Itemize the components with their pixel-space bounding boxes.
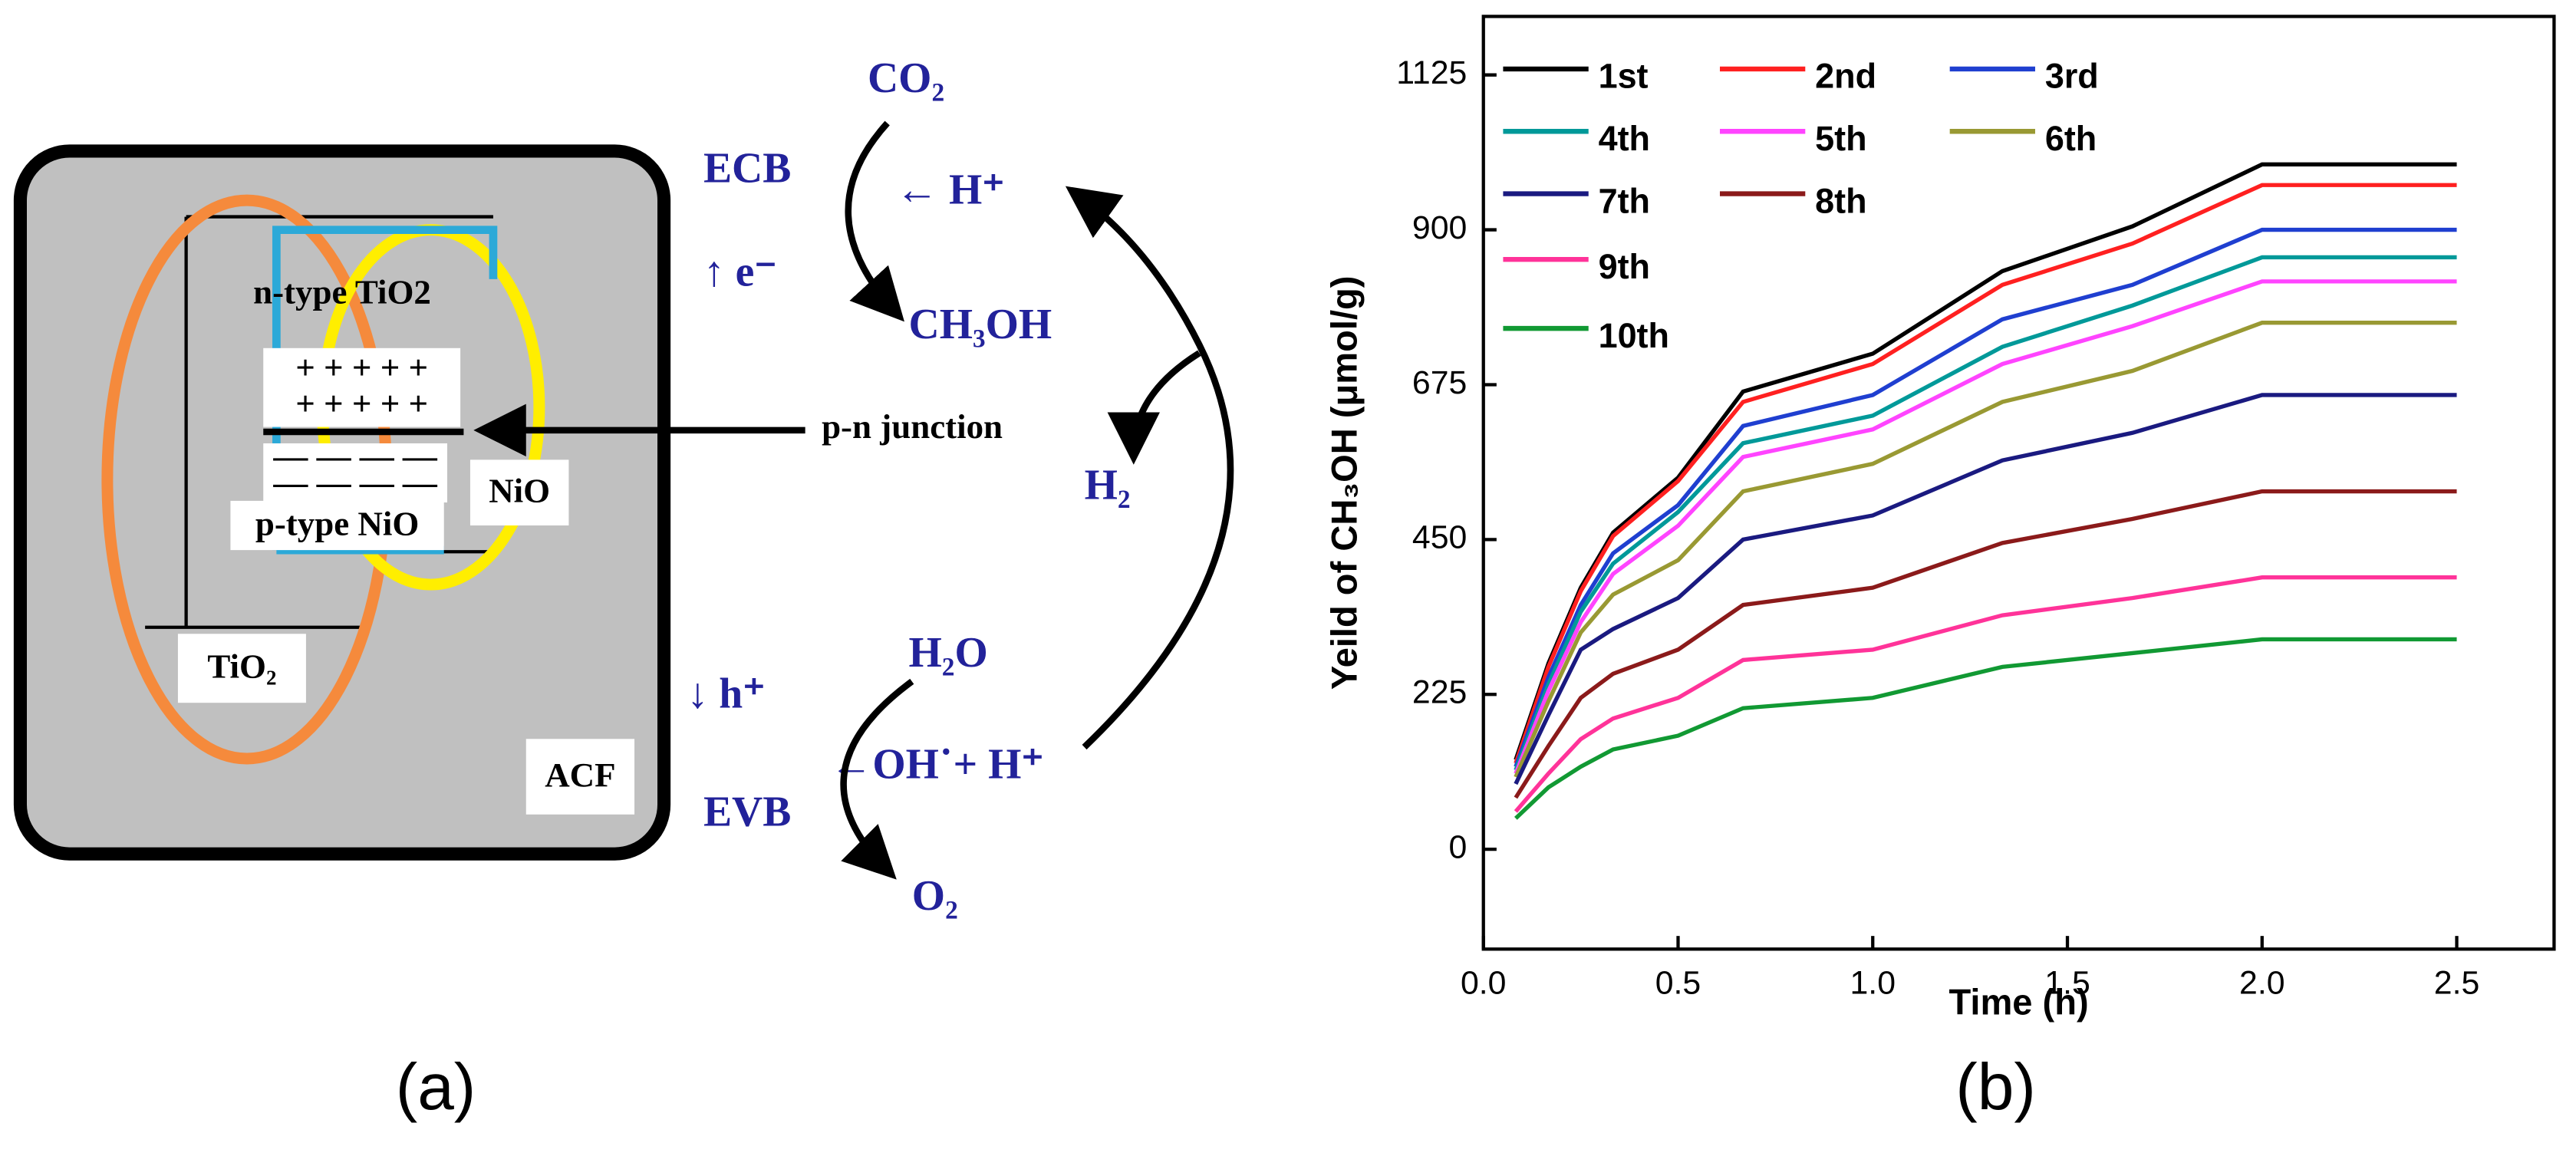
arrow bbox=[845, 120, 904, 322]
panel-label: (b) bbox=[1955, 1050, 2036, 1124]
label-box bbox=[263, 347, 461, 427]
label: EVB bbox=[703, 789, 791, 836]
series-line bbox=[1514, 321, 2457, 779]
plot-frame bbox=[1481, 15, 2556, 951]
label: H₂ bbox=[1085, 462, 1131, 509]
diagram: n-type TiO2 + + + + + + + + + + — — — — … bbox=[13, 54, 1234, 920]
label: p-type NiO bbox=[255, 504, 419, 542]
label: ← H⁺ bbox=[895, 166, 1004, 213]
label-box bbox=[230, 500, 444, 551]
label: TiO₂ bbox=[207, 647, 276, 686]
label: ←OH˙+ H⁺ bbox=[830, 741, 1044, 789]
chart: 0 225 450 675 900 1125 0.0 0.5 1.0 1.5 2.0 2.5 Time … bbox=[1324, 15, 2556, 1022]
panel-label: (a) bbox=[396, 1050, 476, 1124]
label-box bbox=[525, 739, 635, 815]
legend-label: 4th bbox=[1599, 119, 1650, 158]
legend-label: 9th bbox=[1599, 247, 1650, 286]
x-tick-label: 0.5 bbox=[1655, 965, 1701, 1002]
legend-label: 1st bbox=[1599, 57, 1649, 96]
label: CH₃OH bbox=[909, 301, 1052, 348]
label: ACF bbox=[545, 756, 615, 794]
arrow bbox=[1065, 186, 1234, 750]
label-box bbox=[263, 443, 447, 503]
series-line bbox=[1514, 227, 2457, 768]
arrow bbox=[1107, 350, 1201, 465]
x-axis-title: Time (h) bbox=[1948, 981, 2088, 1022]
x-tick-label: 1.0 bbox=[1850, 965, 1896, 1002]
label: + + + + + bbox=[295, 348, 428, 387]
label: ↓ h⁺ bbox=[687, 670, 766, 718]
x-tick-label: 2.5 bbox=[2434, 965, 2480, 1002]
y-axis-title: Yeild of CH₃OH (μmol/g) bbox=[1324, 276, 1365, 690]
label-box bbox=[177, 634, 306, 703]
label: ECB bbox=[703, 145, 791, 193]
label: ↑ e⁻ bbox=[703, 248, 777, 295]
y-tick-label: 675 bbox=[1412, 364, 1467, 401]
label: O₂ bbox=[912, 872, 958, 920]
label-box bbox=[469, 459, 569, 525]
x-tick-label: 0.0 bbox=[1461, 965, 1506, 1002]
label: + + + + + bbox=[295, 384, 428, 423]
y-tick-label: 900 bbox=[1412, 209, 1467, 246]
x-tick-label: 2.0 bbox=[2239, 965, 2285, 1002]
legend-label: 5th bbox=[1815, 119, 1866, 158]
label: p-n junction bbox=[822, 407, 1003, 446]
y-tick-label: 225 bbox=[1412, 674, 1467, 711]
legend-label: 2nd bbox=[1815, 57, 1876, 96]
y-tick-label: 450 bbox=[1412, 519, 1467, 556]
label: NiO bbox=[489, 472, 550, 510]
y-tick-label: 1125 bbox=[1396, 54, 1467, 91]
legend-label: 3rd bbox=[2045, 57, 2099, 96]
series-line bbox=[1514, 637, 2457, 820]
label: CO₂ bbox=[868, 54, 944, 102]
label: H₂O bbox=[909, 629, 988, 677]
legend-label: 7th bbox=[1599, 181, 1650, 220]
arrow bbox=[840, 678, 914, 880]
legend-label: 10th bbox=[1599, 316, 1669, 355]
label: — — — — bbox=[272, 463, 438, 502]
label: — — — — bbox=[272, 437, 438, 476]
x-tick-label: 1.5 bbox=[2044, 965, 2090, 1002]
legend-label: 6th bbox=[2045, 119, 2097, 158]
label: n-type TiO2 bbox=[253, 273, 431, 311]
series-line bbox=[1514, 183, 2457, 764]
y-tick-label: 0 bbox=[1449, 828, 1468, 865]
series-line bbox=[1514, 255, 2457, 771]
legend-label: 8th bbox=[1815, 181, 1866, 220]
series-line bbox=[1514, 279, 2457, 775]
series-line bbox=[1514, 575, 2457, 813]
series-line bbox=[1514, 489, 2457, 799]
series-line bbox=[1514, 393, 2457, 785]
